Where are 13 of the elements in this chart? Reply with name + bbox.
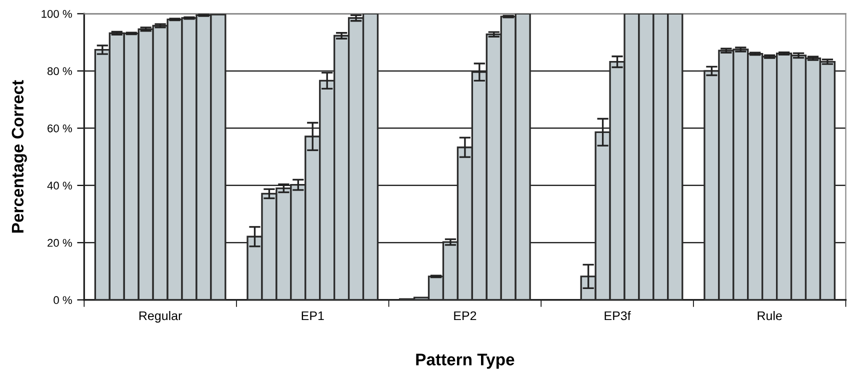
y-tick-label: 0 % — [54, 296, 72, 304]
y-tick-label: 20 % — [48, 238, 72, 247]
x-tick-label: EP3f — [604, 311, 631, 320]
x-tick-label: Regular — [139, 310, 182, 323]
y-tick-label: 100 % — [42, 10, 72, 18]
y-tick-label: 40 % — [47, 182, 72, 190]
x-axis-title: Pattern Type — [416, 354, 514, 369]
y-axis-title: Percentage Correct — [12, 80, 27, 233]
x-tick-label: Rule — [758, 310, 782, 320]
x-tick-label: EP1 — [302, 311, 324, 320]
x-tick-label: EP2 — [454, 311, 476, 320]
y-tick-label: 60 % — [48, 124, 72, 132]
y-tick-label: 80 % — [48, 67, 72, 76]
